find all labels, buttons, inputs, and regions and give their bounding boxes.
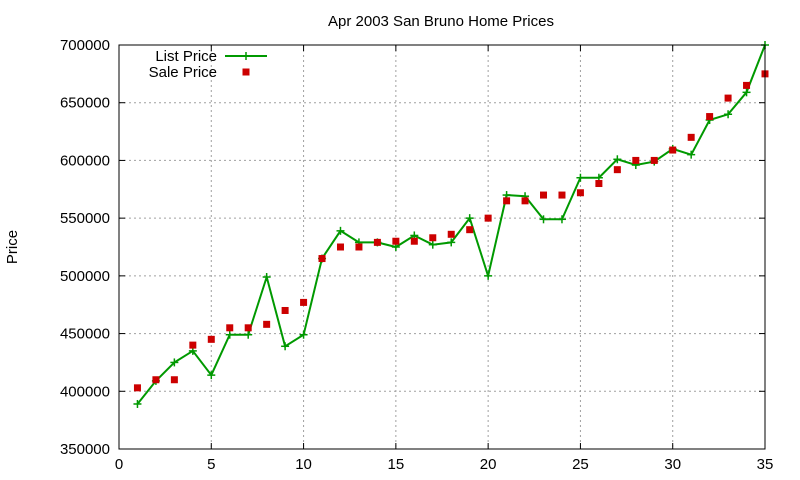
list-price-point xyxy=(244,330,253,339)
legend-swatch-sale-price xyxy=(242,68,250,76)
list-price-point xyxy=(687,150,696,159)
sale-price-point xyxy=(613,166,621,174)
sale-price-point xyxy=(207,335,215,343)
sale-price-point xyxy=(336,243,344,251)
sale-price-point xyxy=(632,156,640,164)
list-price-line xyxy=(136,44,766,405)
list-price-point xyxy=(428,240,437,249)
x-tick-label: 5 xyxy=(207,456,215,473)
plot-area-border xyxy=(118,44,766,450)
sale-price-point xyxy=(558,191,566,199)
sale-price-point xyxy=(743,81,751,89)
plot-series xyxy=(133,41,769,408)
x-tick-label: 20 xyxy=(480,456,497,473)
sale-price-point xyxy=(189,341,197,349)
list-price-point xyxy=(484,271,493,280)
list-price-point xyxy=(613,155,622,164)
sale-price-point xyxy=(595,180,603,188)
list-price-point xyxy=(299,330,308,339)
sale-price-point xyxy=(263,320,271,328)
sale-price-point xyxy=(540,191,548,199)
sale-price-point xyxy=(373,238,381,246)
y-tick-label: 400000 xyxy=(60,383,110,400)
sale-price-point xyxy=(447,230,455,238)
list-price-point xyxy=(242,52,250,60)
list-price-point xyxy=(557,215,566,224)
legend-label-sale-price: Sale Price xyxy=(149,64,217,81)
list-price-point xyxy=(576,173,585,182)
x-tick-label: 35 xyxy=(757,456,774,473)
y-tick-label: 600000 xyxy=(60,152,110,169)
sale-price-point xyxy=(484,214,492,222)
y-tick-label: 650000 xyxy=(60,95,110,112)
x-tick-label: 25 xyxy=(572,456,589,473)
sale-price-point xyxy=(521,197,529,205)
sale-price-point xyxy=(318,255,326,263)
list-price-point xyxy=(724,110,733,119)
list-price-point xyxy=(207,371,216,380)
x-tick-label: 0 xyxy=(115,456,123,473)
list-price-point xyxy=(539,215,548,224)
sale-price-point xyxy=(687,133,695,141)
sale-price-point xyxy=(300,298,308,306)
y-tick-label: 500000 xyxy=(60,268,110,285)
list-price-point xyxy=(262,273,271,282)
y-axis-label: Price xyxy=(4,230,21,264)
list-price-point xyxy=(465,214,474,223)
sale-price-point xyxy=(503,197,511,205)
x-tick-label: 30 xyxy=(664,456,681,473)
legend-label-list-price: List Price xyxy=(155,48,217,65)
x-tick-label: 15 xyxy=(388,456,405,473)
list-price-point xyxy=(336,226,345,235)
sale-price-point xyxy=(706,113,714,121)
sale-price-point xyxy=(429,234,437,242)
list-price-point xyxy=(225,330,234,339)
sale-price-point xyxy=(133,384,141,392)
sale-price-point xyxy=(152,376,160,384)
sale-price-point xyxy=(170,376,178,384)
sale-price-point xyxy=(576,189,584,197)
x-tick-label: 10 xyxy=(295,456,312,473)
y-tick-label: 450000 xyxy=(60,326,110,343)
list-price-point xyxy=(133,399,142,408)
sale-price-point xyxy=(281,306,289,314)
sale-price-point xyxy=(724,94,732,102)
y-tick-label: 350000 xyxy=(60,441,110,458)
axis-ticks: 0 5 10 15 20 25 30 35 350000 400000 450000 500000 55… xyxy=(60,37,773,473)
sale-price-point xyxy=(650,156,658,164)
sale-price-point xyxy=(392,237,400,245)
list-price-point xyxy=(281,342,290,351)
chart-title: Apr 2003 San Bruno Home Prices xyxy=(328,13,554,30)
sale-price-point xyxy=(410,237,418,245)
grid-lines xyxy=(119,45,765,449)
list-price-point xyxy=(170,358,179,367)
y-tick-label: 700000 xyxy=(60,37,110,54)
list-price-point xyxy=(742,88,751,97)
sale-price-point xyxy=(355,243,363,251)
sale-price-point xyxy=(244,324,252,332)
sale-price-point xyxy=(226,324,234,332)
list-price-point xyxy=(447,238,456,247)
y-tick-label: 550000 xyxy=(60,210,110,227)
sale-price-point xyxy=(669,146,677,154)
sale-price-point xyxy=(466,226,474,234)
